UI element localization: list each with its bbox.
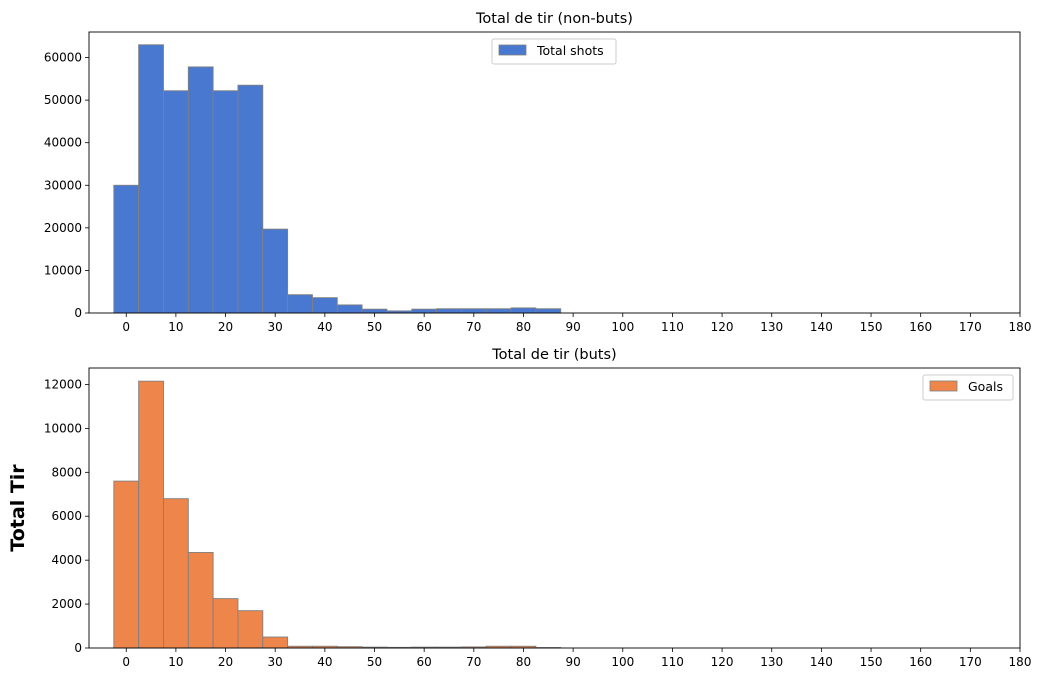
x-tick-label: 60 xyxy=(417,320,432,334)
histogram-bar xyxy=(262,228,289,314)
x-tick-label: 40 xyxy=(317,320,332,334)
histogram-bar xyxy=(113,480,140,649)
x-tick-label: 60 xyxy=(417,655,432,669)
y-tick-label: 40000 xyxy=(44,136,82,150)
histogram-bar xyxy=(436,308,462,314)
y-tick-label: 10000 xyxy=(44,263,82,277)
legend-label: Total shots xyxy=(536,43,604,58)
chart-panel-shots: Total de tir (non-buts) 0 10 20 30 40 50 60 70 8… xyxy=(44,11,1032,334)
chart-title: Total de tir (non-buts) xyxy=(475,11,633,27)
x-tick-label: 180 xyxy=(1009,320,1032,334)
x-tick-label: 160 xyxy=(909,320,932,334)
x-tick-label: 10 xyxy=(168,320,183,334)
legend: Goals xyxy=(922,374,1014,401)
histogram-bar xyxy=(187,66,214,314)
x-tick-label: 0 xyxy=(122,320,130,334)
histogram-bar xyxy=(212,598,239,649)
histogram-bar xyxy=(411,308,438,314)
histogram-bar xyxy=(212,90,239,314)
histogram-bar xyxy=(460,308,487,314)
y-tick-label: 30000 xyxy=(44,178,82,192)
y-tick-label: 0 xyxy=(74,306,82,320)
x-tick-label: 130 xyxy=(760,655,783,669)
axes-frame xyxy=(88,31,1021,314)
y-tick-label: 4000 xyxy=(51,553,82,567)
x-tick-label: 110 xyxy=(661,320,684,334)
x-tick-label: 70 xyxy=(466,320,481,334)
x-tick-label: 150 xyxy=(860,655,883,669)
histogram-bar xyxy=(237,84,264,314)
x-tick-label: 100 xyxy=(611,320,634,334)
histogram-bar xyxy=(485,308,512,314)
x-tick-label: 130 xyxy=(760,320,783,334)
x-tick-label: 180 xyxy=(1009,655,1032,669)
x-tick-label: 160 xyxy=(909,655,932,669)
histogram-bar xyxy=(113,184,140,314)
y-tick-label: 60000 xyxy=(44,51,82,65)
histogram-bar xyxy=(163,498,189,649)
chart-title: Total de tir (buts) xyxy=(491,347,616,363)
x-tick-label: 140 xyxy=(810,655,833,669)
x-tick-label: 110 xyxy=(661,655,684,669)
x-tick-label: 20 xyxy=(218,655,233,669)
x-tick-label: 170 xyxy=(959,655,982,669)
histogram-bar xyxy=(510,307,537,314)
y-tick-label: 2000 xyxy=(51,597,82,611)
histogram-bar xyxy=(138,380,164,649)
chart-panel-goals: Total de tir (buts) 0 10 20 30 40 50 60 70 80 90 1… xyxy=(44,347,1032,669)
x-tick-label: 20 xyxy=(218,320,233,334)
x-tick-label: 90 xyxy=(565,320,580,334)
x-tick-label: 170 xyxy=(959,320,982,334)
y-tick-label: 10000 xyxy=(44,421,82,435)
x-tick-label: 100 xyxy=(611,655,634,669)
histogram-bar xyxy=(535,308,562,314)
x-tick-label: 0 xyxy=(122,655,130,669)
x-tick-label: 90 xyxy=(565,655,580,669)
x-tick-label: 50 xyxy=(367,655,382,669)
y-axis-label: Total Tir xyxy=(7,464,29,552)
histogram-bar xyxy=(336,304,363,314)
x-tick-label: 80 xyxy=(516,655,531,669)
y-tick-label: 6000 xyxy=(51,509,82,523)
histogram-bar xyxy=(163,90,189,314)
x-tick-label: 120 xyxy=(711,655,734,669)
histogram-bar xyxy=(138,44,164,314)
x-tick-label: 120 xyxy=(711,320,734,334)
x-tick-label: 80 xyxy=(516,320,531,334)
x-tick-label: 10 xyxy=(168,655,183,669)
histogram-bar xyxy=(237,610,264,649)
legend-label: Goals xyxy=(968,379,1003,394)
x-tick-label: 70 xyxy=(466,655,481,669)
x-tick-label: 40 xyxy=(317,655,332,669)
x-tick-label: 30 xyxy=(268,320,283,334)
y-tick-label: 8000 xyxy=(51,465,82,479)
histogram-bar xyxy=(262,636,289,649)
histogram-bar xyxy=(311,297,338,314)
x-tick-label: 150 xyxy=(860,320,883,334)
histogram-bar xyxy=(187,552,214,649)
y-tick-label: 0 xyxy=(74,641,82,655)
histogram-bar xyxy=(287,294,313,314)
x-tick-label: 30 xyxy=(268,655,283,669)
legend-swatch xyxy=(929,380,958,392)
legend-swatch xyxy=(498,44,527,56)
legend: Total shots xyxy=(491,38,617,65)
y-tick-label: 12000 xyxy=(44,377,82,391)
y-tick-label: 50000 xyxy=(44,93,82,107)
histogram-bar xyxy=(361,308,388,314)
axes-frame xyxy=(88,367,1021,649)
x-tick-label: 50 xyxy=(367,320,382,334)
y-tick-label: 20000 xyxy=(44,221,82,235)
x-tick-label: 140 xyxy=(810,320,833,334)
